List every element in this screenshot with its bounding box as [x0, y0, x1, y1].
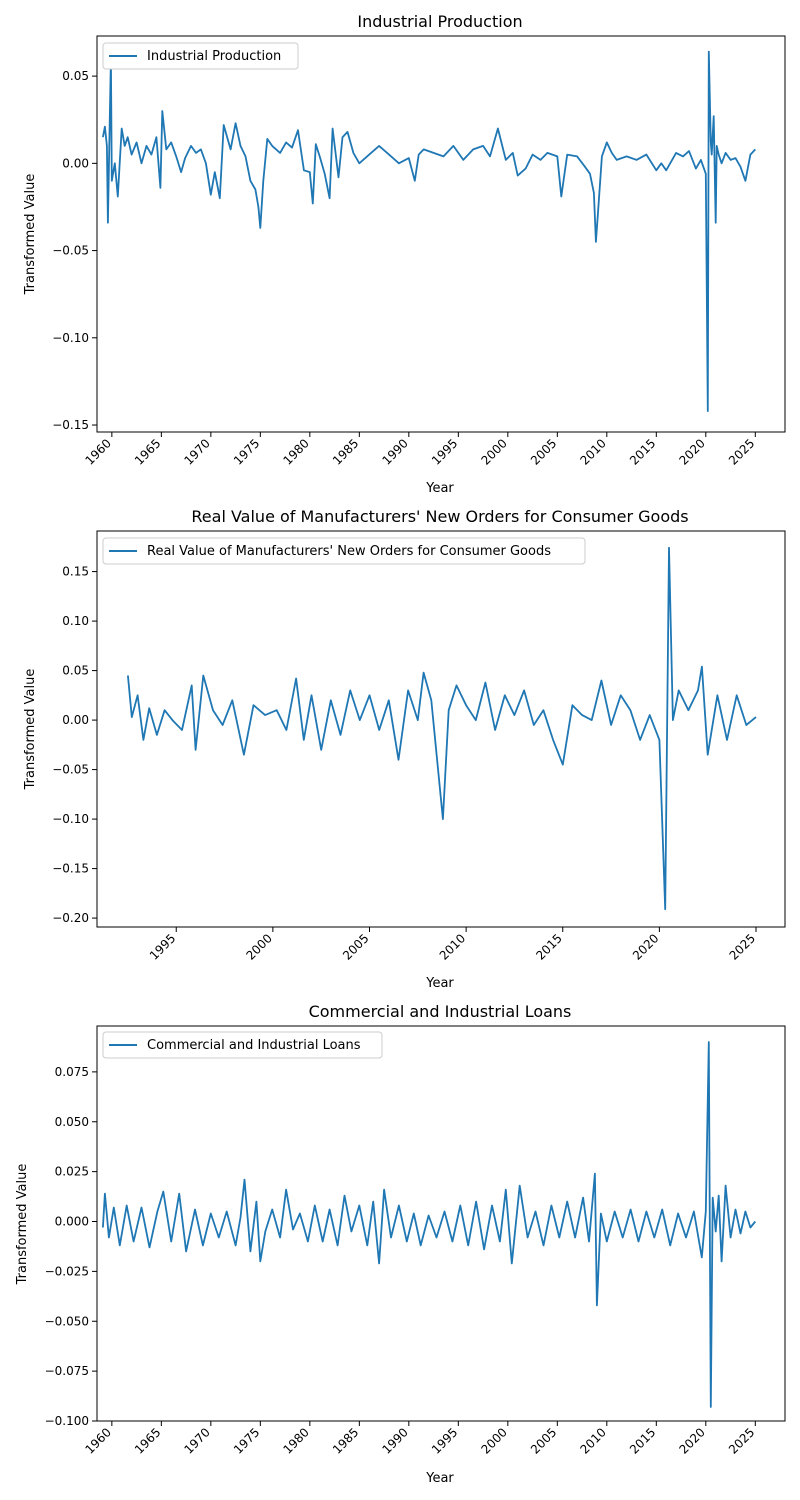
y-tick-label: −0.075	[45, 1364, 89, 1378]
x-axis-label: Year	[425, 481, 454, 496]
y-tick-label: −0.15	[52, 862, 89, 876]
series-line	[102, 50, 756, 413]
axes-frame	[96, 1025, 786, 1422]
y-tick-label: 0.05	[62, 69, 89, 83]
x-axis-label: Year	[425, 1471, 454, 1486]
y-tick-label: 0.075	[55, 1065, 89, 1079]
y-tick-label: −0.050	[45, 1314, 89, 1328]
y-tick-label: −0.100	[45, 1414, 89, 1428]
y-tick-label: 0.05	[62, 664, 89, 678]
chart-title: Real Value of Manufacturers' New Orders …	[191, 507, 688, 526]
y-tick-label: 0.000	[55, 1215, 89, 1229]
legend-entry: Industrial Production	[147, 49, 281, 64]
axes-frame	[96, 35, 786, 433]
legend-entry: Real Value of Manufacturers' New Orders …	[147, 544, 551, 559]
y-tick-label: 0.00	[62, 713, 89, 727]
legend: Industrial Production	[102, 42, 299, 70]
y-tick-label: −0.05	[52, 763, 89, 777]
y-tick-label: −0.10	[52, 331, 89, 345]
series-line	[102, 1041, 756, 1408]
legend-entry: Commercial and Industrial Loans	[147, 1038, 361, 1053]
y-axis-label: Transformed Value	[15, 1164, 30, 1286]
y-tick-label: −0.10	[52, 812, 89, 826]
y-tick-label: 0.15	[62, 565, 89, 579]
chart-title: Commercial and Industrial Loans	[309, 1002, 572, 1021]
legend-box	[102, 1031, 383, 1059]
y-tick-label: 0.050	[55, 1115, 89, 1129]
legend-box	[102, 42, 299, 70]
y-tick-label: 0.025	[55, 1165, 89, 1179]
y-tick-label: 0.10	[62, 614, 89, 628]
legend: Commercial and Industrial Loans	[102, 1031, 383, 1059]
y-tick-label: 0.00	[62, 156, 89, 170]
x-axis-label: Year	[425, 976, 454, 991]
legend: Real Value of Manufacturers' New Orders …	[102, 537, 586, 565]
y-tick-label: −0.05	[52, 244, 89, 258]
y-tick-label: −0.15	[52, 418, 89, 432]
y-axis-label: Transformed Value	[23, 669, 38, 791]
series-line	[127, 546, 757, 911]
y-tick-label: −0.20	[52, 911, 89, 925]
axes-frame	[96, 530, 786, 928]
legend-box	[102, 537, 586, 565]
chart-title: Industrial Production	[357, 12, 522, 31]
y-tick-label: −0.025	[45, 1264, 89, 1278]
y-axis-label: Transformed Value	[23, 174, 38, 296]
